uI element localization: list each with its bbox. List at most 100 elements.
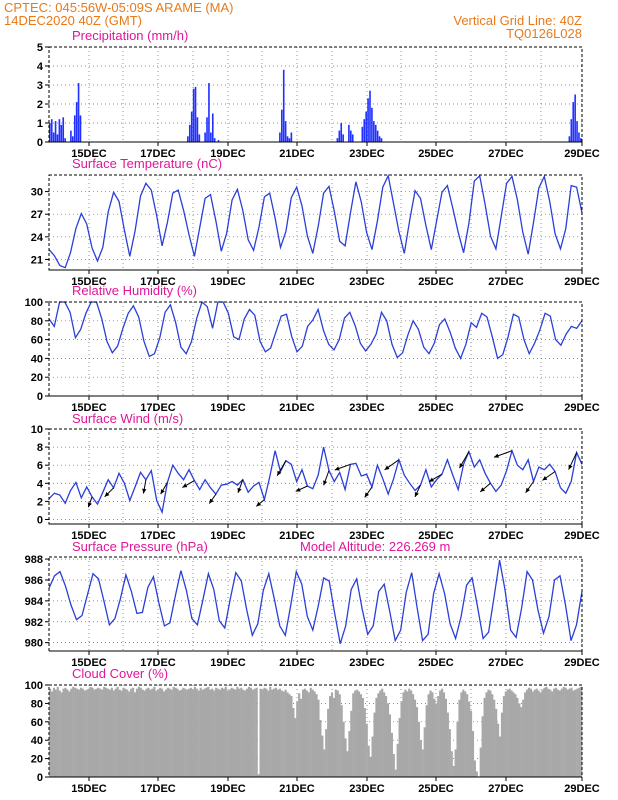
cloud-bar xyxy=(189,687,193,777)
cloud-bar xyxy=(137,686,140,777)
wind-arrowhead xyxy=(160,489,165,495)
cloud-bar xyxy=(514,694,517,777)
cloud-bar xyxy=(49,688,52,777)
x-tick-label: 17DEC xyxy=(140,148,176,160)
precipitation-panel: Precipitation (mm/h) 0 1 2 3 4 5 15DEC 17DEC 19D… xyxy=(37,28,600,160)
cloud-bar xyxy=(421,749,424,777)
cloud-bar xyxy=(193,686,196,777)
precip-bar xyxy=(576,121,578,142)
precip-bar xyxy=(282,69,285,142)
cloud-bar xyxy=(427,694,430,777)
y-tick-label: 60 xyxy=(31,717,43,729)
cloud-bar xyxy=(373,712,376,777)
wind-arrowhead xyxy=(256,501,262,507)
cloud-bar xyxy=(485,692,488,777)
wind-arrowhead xyxy=(277,470,282,476)
x-tick-label: 23DEC xyxy=(349,276,385,288)
cloud-bar xyxy=(303,688,307,777)
precip-bar xyxy=(187,136,189,142)
cloud-bar xyxy=(568,688,571,777)
cloud-bar xyxy=(56,686,59,777)
source-line: CPTEC: 045:56W-05:09S ARAME (MA) xyxy=(4,0,234,15)
cloud-bar xyxy=(159,687,162,777)
precip-bar xyxy=(367,98,369,142)
cloud-bar xyxy=(95,688,98,777)
cloud-bar xyxy=(359,694,363,777)
y-tick-label: 20 xyxy=(31,754,43,766)
cloud-bar xyxy=(103,686,106,777)
cloud-bar xyxy=(448,729,451,777)
cloud-bar xyxy=(155,690,158,777)
precip-bar xyxy=(208,83,210,142)
x-tick-label: 15DEC xyxy=(71,402,107,414)
precip-bar xyxy=(196,117,199,142)
x-tick-label: 25DEC xyxy=(418,530,454,542)
cloud-bar xyxy=(332,697,336,777)
cloud-bar xyxy=(386,703,390,777)
precip-bar xyxy=(49,123,51,142)
precip-bar xyxy=(73,115,76,142)
y-tick-label: 4 xyxy=(37,478,44,490)
cloud-bar xyxy=(274,687,278,777)
cloud-bar xyxy=(251,689,254,777)
cloud-bar xyxy=(508,688,511,777)
cloud-bar xyxy=(85,689,88,777)
cloud-bar xyxy=(197,690,200,777)
cloud-cover-panel: Cloud Cover (%) 0 20 40 60 80 100 15DEC 17DEC 19… xyxy=(25,666,600,795)
series-line xyxy=(48,559,583,644)
x-tick-label: 21DEC xyxy=(279,530,315,542)
cloud-bar xyxy=(562,686,565,777)
cloud-bar xyxy=(162,691,166,777)
y-tick-label: 21 xyxy=(31,254,43,266)
cloud-bar xyxy=(114,688,117,777)
x-tick-label: 23DEC xyxy=(349,657,385,669)
cloud-bar xyxy=(433,698,436,777)
cloud-bar xyxy=(296,701,299,777)
cloud-bar xyxy=(217,688,220,777)
cloud-bar xyxy=(178,690,181,777)
cloud-bar xyxy=(257,774,260,777)
cloud-bar xyxy=(442,692,446,777)
cloud-bar xyxy=(139,687,142,777)
y-tick-label: 0 xyxy=(37,137,43,149)
precip-bar xyxy=(77,83,80,142)
cloud-bar xyxy=(205,687,208,777)
cloud-bar xyxy=(350,710,353,777)
cloud-bar xyxy=(545,686,548,777)
cloud-bar xyxy=(164,689,168,777)
x-tick-label: 23DEC xyxy=(349,148,385,160)
precip-bar xyxy=(378,136,381,142)
precip-bar xyxy=(380,138,383,142)
x-tick-label: 25DEC xyxy=(418,148,454,160)
cloud-bar xyxy=(464,691,467,777)
y-tick-label: 30 xyxy=(31,187,43,199)
cloud-bar xyxy=(161,688,164,777)
cloud-bar xyxy=(527,687,531,777)
date-line: 14DEC2020 40Z (GMT) xyxy=(4,13,142,28)
precip-bar xyxy=(351,134,354,142)
cloud-bar xyxy=(72,686,75,777)
cloud-bar xyxy=(489,690,492,777)
cloud-bar xyxy=(207,686,210,777)
y-tick-label: 100 xyxy=(25,297,43,309)
wind-arrowhead xyxy=(480,487,486,492)
pressure-panel: Surface Pressure (hPa) Model Altitude: 2… xyxy=(25,539,600,669)
cloud-cover-title: Cloud Cover (%) xyxy=(72,666,168,681)
y-tick-label: 984 xyxy=(25,596,44,608)
precip-bar xyxy=(192,88,195,142)
precip-bar xyxy=(363,119,366,142)
cloud-bar xyxy=(191,689,195,777)
cloud-bar xyxy=(222,688,225,777)
y-tick-label: 4 xyxy=(37,61,44,73)
wind-arrowhead xyxy=(209,498,214,504)
y-tick-label: 40 xyxy=(31,353,43,365)
cloud-bar xyxy=(417,721,420,777)
cloud-bar xyxy=(60,692,63,777)
x-tick-label: 27DEC xyxy=(488,402,524,414)
cloud-bar xyxy=(346,751,349,777)
y-tick-label: 1 xyxy=(37,118,43,130)
x-tick-label: 15DEC xyxy=(71,148,107,160)
x-tick-label: 15DEC xyxy=(71,530,107,542)
cloud-bar xyxy=(89,686,92,777)
cloud-bar xyxy=(87,688,90,777)
